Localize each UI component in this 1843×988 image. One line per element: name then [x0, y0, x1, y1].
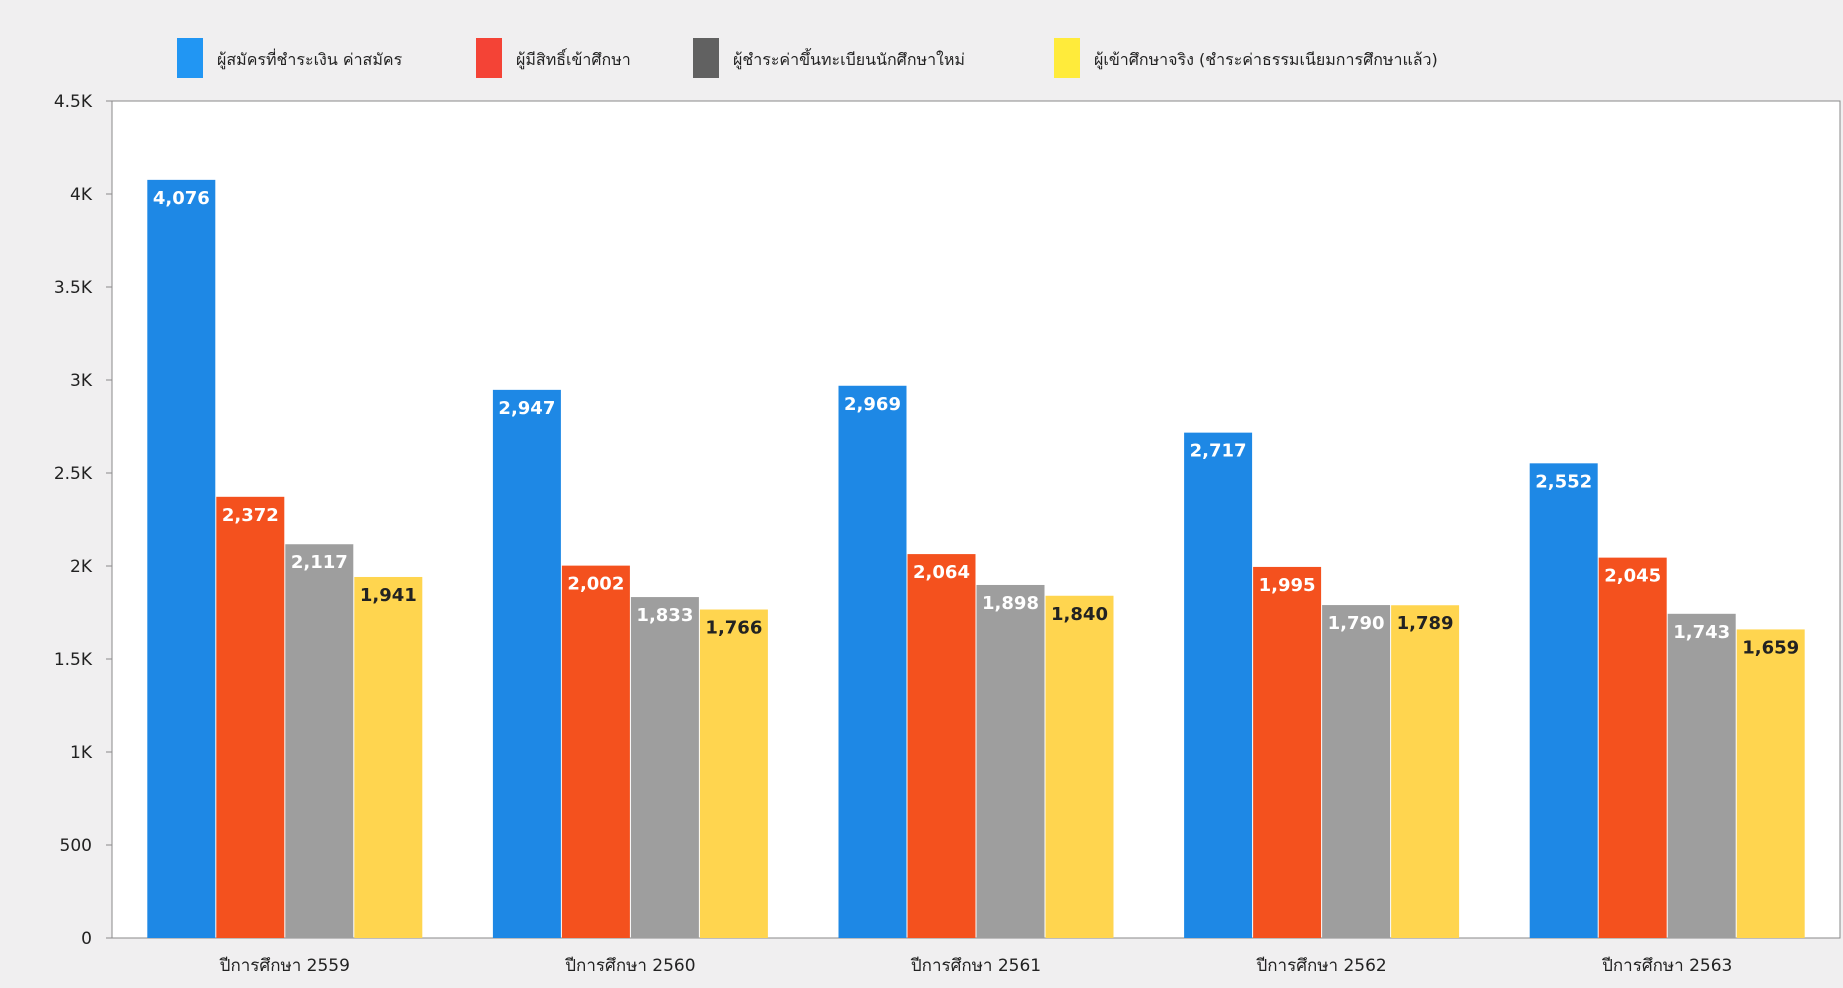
data-label: 1,790 — [1328, 613, 1385, 634]
y-tick-label: 2.5K — [54, 464, 93, 484]
y-tick-label: 1K — [70, 743, 93, 763]
data-label: 2,064 — [913, 562, 970, 583]
x-tick-label: ปีการศึกษา 2563 — [1601, 956, 1732, 976]
data-label: 2,045 — [1604, 566, 1661, 587]
data-label: 1,659 — [1742, 637, 1799, 658]
data-label: 1,743 — [1673, 622, 1730, 643]
data-label: 2,117 — [291, 552, 348, 573]
y-tick-label: 3K — [70, 371, 93, 391]
y-tick-label: 4.5K — [54, 92, 93, 112]
x-tick-label: ปีการศึกษา 2559 — [219, 956, 350, 976]
legend-swatch — [693, 38, 719, 78]
data-label: 2,372 — [222, 505, 279, 526]
bar — [492, 389, 561, 938]
y-axis: 0 500 1K 1.5K 2K 2.5K 3K 3.5K 4K 4.5K — [54, 92, 112, 949]
x-axis: ปีการศึกษา 2559 ปีการศึกษา 2560 ปีการศึกษา… — [219, 956, 1733, 976]
legend-label: ผู้ชำระค่าขึ้นทะเบียนนักศึกษาใหม่ — [733, 48, 965, 70]
y-tick-label: 3.5K — [54, 278, 93, 298]
bar — [699, 609, 768, 938]
x-tick-label: ปีการศึกษา 2560 — [564, 956, 695, 976]
data-label: 4,076 — [153, 188, 210, 209]
data-label: 2,552 — [1535, 471, 1592, 492]
bar — [561, 565, 630, 938]
y-tick-label: 0 — [81, 929, 92, 949]
legend-label: ผู้สมัครที่ชำระเงิน ค่าสมัคร — [217, 48, 403, 70]
bar — [838, 385, 907, 938]
bar — [1529, 463, 1598, 938]
y-tick-label: 2K — [70, 557, 93, 577]
bar — [1253, 566, 1322, 938]
x-tick-label: ปีการศึกษา 2562 — [1256, 956, 1387, 976]
bar — [354, 576, 423, 938]
data-label: 1,941 — [360, 585, 417, 606]
y-tick-label: 1.5K — [54, 650, 93, 670]
data-label: 1,995 — [1259, 575, 1316, 596]
legend-label: ผู้เข้าศึกษาจริง (ชำระค่าธรรมเนียมการศึก… — [1094, 50, 1438, 70]
bar — [147, 179, 216, 938]
bar — [285, 544, 354, 938]
bar — [1736, 629, 1805, 938]
bar — [1598, 557, 1667, 938]
bar — [1391, 605, 1460, 938]
legend-swatch — [177, 38, 203, 78]
bar — [1667, 613, 1736, 938]
data-label: 1,833 — [636, 605, 693, 626]
bar — [907, 554, 976, 938]
legend-swatch — [1054, 38, 1080, 78]
data-label: 2,969 — [844, 394, 901, 415]
legend-label: ผู้มีสิทธิ์เข้าศึกษา — [516, 48, 631, 70]
x-tick-label: ปีการศึกษา 2561 — [910, 956, 1041, 976]
data-label: 2,717 — [1190, 441, 1247, 462]
data-label: 1,789 — [1397, 613, 1454, 634]
bar — [216, 496, 285, 938]
data-label: 1,840 — [1051, 604, 1108, 625]
bar — [630, 597, 699, 938]
legend: ผู้สมัครที่ชำระเงิน ค่าสมัคร ผู้มีสิทธิ์เ… — [177, 38, 1438, 78]
data-label: 2,947 — [498, 398, 555, 419]
bars: 4,076 2,372 2,117 1,941 2,947 2,002 1,833 1,766… — [147, 179, 1805, 938]
bar — [1184, 432, 1253, 938]
bar — [976, 584, 1045, 938]
data-label: 1,766 — [705, 618, 762, 639]
legend-swatch — [476, 38, 502, 78]
bar — [1045, 595, 1114, 938]
data-label: 1,898 — [982, 593, 1039, 614]
bar — [1322, 605, 1391, 938]
y-tick-label: 500 — [60, 836, 92, 856]
data-label: 2,002 — [567, 574, 624, 595]
y-tick-label: 4K — [70, 185, 93, 205]
